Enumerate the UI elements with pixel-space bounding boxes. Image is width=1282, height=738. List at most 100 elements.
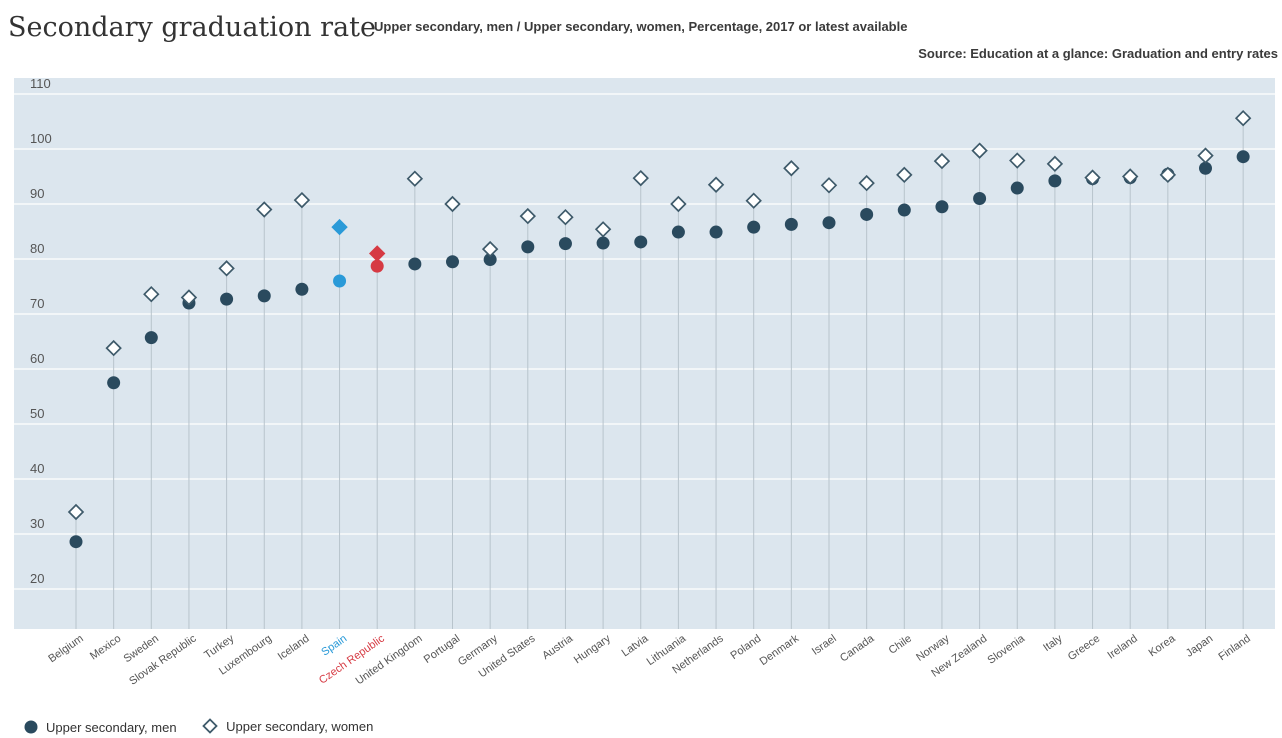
legend-item-men[interactable]: Upper secondary, men (24, 720, 177, 735)
y-tick-label-30: 30 (30, 516, 44, 531)
marker-women-belgium (67, 503, 85, 521)
diamond-marker-icon (202, 718, 218, 734)
marker-women-united-states (519, 207, 537, 225)
chart-title: Secondary graduation rate (8, 12, 376, 43)
chart-legend: Upper secondary, men Upper secondary, wo… (24, 718, 395, 738)
marker-women-slovenia (1009, 152, 1026, 169)
marker-women-lithuania (670, 195, 687, 213)
x-tick-label-canada: Canada (838, 632, 877, 664)
marker-men-luxembourg (257, 289, 271, 303)
legend-label-men: Upper secondary, men (46, 719, 177, 735)
marker-men-iceland (295, 282, 309, 296)
marker-men-united-kingdom (408, 257, 422, 271)
x-tick-label-denmark: Denmark (758, 632, 802, 668)
y-tick-label-60: 60 (30, 351, 44, 366)
x-tick-label-chile: Chile (887, 633, 914, 657)
x-tick-label-ireland: Ireland (1105, 633, 1139, 662)
marker-men-denmark (784, 217, 798, 231)
marker-men-israel (822, 216, 836, 230)
marker-women-spain (331, 218, 348, 236)
marker-men-lithuania (671, 225, 685, 239)
marker-women-chile (896, 166, 913, 184)
marker-men-austria (558, 237, 572, 251)
y-tick-label-90: 90 (30, 186, 44, 201)
marker-women-hungary (594, 221, 612, 238)
marker-women-germany (481, 240, 499, 258)
marker-women-mexico (105, 339, 122, 357)
marker-men-belgium (69, 535, 83, 549)
marker-women-slovak-republic (180, 289, 198, 306)
marker-women-czech-republic (368, 245, 386, 262)
x-tick-label-korea: Korea (1147, 632, 1179, 659)
plot-background (14, 78, 1275, 629)
marker-women-canada (858, 174, 875, 192)
y-tick-label-40: 40 (30, 461, 44, 476)
marker-women-greece (1084, 169, 1101, 186)
marker-men-spain (333, 274, 347, 288)
marker-women-austria (557, 208, 574, 226)
marker-women-denmark (783, 160, 800, 177)
x-tick-label-united-kingdom: United Kingdom (354, 633, 425, 688)
marker-women-luxembourg (256, 201, 273, 218)
x-tick-label-israel: Israel (810, 633, 839, 658)
marker-men-new-zealand (973, 192, 987, 205)
marker-women-latvia (632, 169, 649, 187)
marker-men-netherlands (709, 225, 723, 239)
marker-men-norway (935, 200, 949, 214)
marker-women-sweden (143, 285, 160, 303)
marker-men-slovenia (1010, 181, 1024, 195)
chart-subtitle: Upper secondary, men / Upper secondary, … (374, 19, 908, 34)
marker-men-hungary (596, 236, 610, 250)
x-tick-label-austria: Austria (540, 632, 576, 662)
x-tick-label-japan: Japan (1184, 633, 1215, 660)
marker-women-ireland (1121, 168, 1139, 185)
x-tick-label-finland: Finland (1216, 633, 1252, 664)
marker-women-japan (1197, 147, 1214, 164)
y-tick-label-70: 70 (30, 296, 44, 311)
x-tick-label-iceland: Iceland (276, 633, 312, 663)
marker-women-korea (1159, 166, 1177, 184)
x-tick-label-czech-republic: Czech Republic (317, 632, 387, 686)
marker-men-poland (747, 220, 761, 234)
x-tick-label-spain: Spain (319, 633, 349, 659)
x-tick-label-slovenia: Slovenia (986, 632, 1028, 667)
marker-men-italy (1048, 174, 1062, 188)
marker-women-iceland (293, 191, 311, 209)
legend-label-women: Upper secondary, women (226, 718, 374, 734)
chart-source: Source: Education at a glance: Graduatio… (918, 46, 1278, 61)
y-tick-label-110: 110 (30, 76, 51, 91)
marker-women-portugal (444, 195, 461, 213)
marker-men-mexico (107, 376, 121, 390)
y-tick-label-80: 80 (30, 241, 44, 256)
marker-women-turkey (218, 260, 235, 277)
marker-women-new-zealand (971, 142, 988, 159)
marker-men-portugal (446, 255, 459, 269)
circle-marker-icon (24, 720, 38, 734)
marker-men-latvia (634, 235, 648, 249)
chart-header: Secondary graduation rate Upper secondar… (8, 8, 1278, 48)
x-tick-label-mexico: Mexico (88, 633, 123, 663)
x-tick-label-latvia: Latvia (620, 632, 652, 659)
marker-men-turkey (220, 292, 234, 306)
marker-men-chile (897, 203, 911, 217)
marker-men-finland (1236, 150, 1250, 164)
marker-men-germany (483, 253, 497, 267)
marker-women-israel (820, 177, 838, 194)
marker-men-sweden (144, 331, 158, 345)
y-tick-label-50: 50 (30, 406, 44, 421)
marker-women-united-kingdom (406, 170, 424, 187)
y-tick-label-20: 20 (30, 571, 44, 586)
marker-men-japan (1199, 161, 1212, 175)
x-tick-label-hungary: Hungary (572, 632, 613, 666)
marker-men-czech-republic (370, 259, 384, 273)
marker-women-italy (1046, 155, 1064, 173)
x-tick-label-slovak-republic: Slovak Republic (127, 632, 199, 687)
marker-women-poland (745, 192, 762, 209)
x-tick-label-italy: Italy (1041, 632, 1065, 654)
x-tick-label-portugal: Portugal (422, 633, 462, 666)
y-tick-label-100: 100 (30, 131, 52, 146)
marker-women-finland (1234, 109, 1252, 127)
legend-item-women[interactable]: Upper secondary, women (202, 718, 373, 734)
marker-women-netherlands (707, 176, 725, 193)
